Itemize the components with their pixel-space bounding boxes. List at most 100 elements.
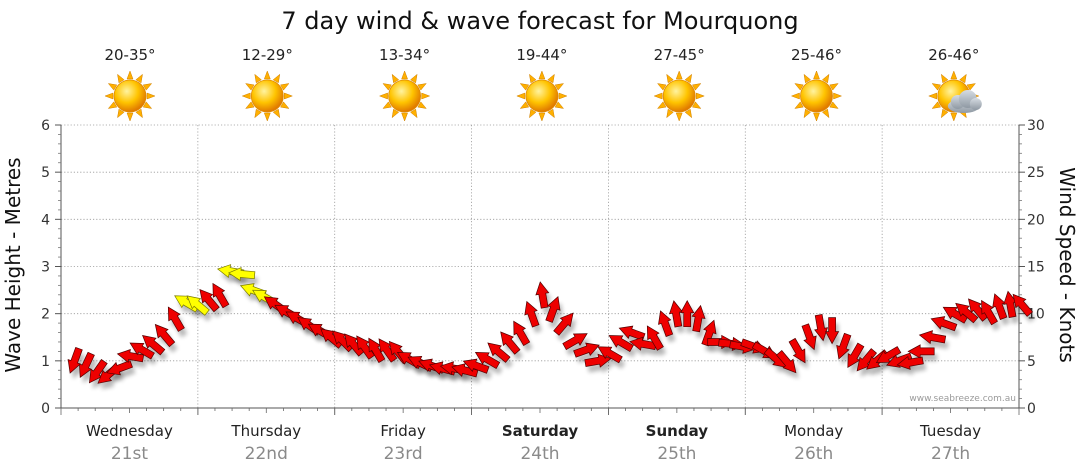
wind-arrow: [801, 323, 817, 351]
wind-arrow: [167, 306, 185, 332]
wind-arrow: [981, 299, 998, 326]
wind-arrow-shadow: [109, 366, 136, 381]
grid: [61, 124, 1019, 408]
wind-arrow: [608, 335, 634, 352]
wind-arrow: [930, 316, 958, 332]
sun-icon: [653, 70, 705, 122]
wind-arrow: [524, 300, 540, 328]
wind-arrow: [942, 306, 969, 324]
left-tick-label: 6: [41, 118, 50, 134]
wind-arrow: [968, 298, 989, 322]
right-tick-label: 15: [1027, 260, 1045, 276]
wind-arrow: [212, 282, 230, 309]
wind-arrow-shadow: [565, 339, 591, 356]
day-name-label: Wednesday: [86, 422, 173, 440]
wind-arrow: [545, 296, 561, 323]
right-axis-title: Wind Speed - Knots: [1055, 167, 1079, 363]
temp-range-label: 13-34°: [379, 46, 430, 64]
wind-arrow-shadow: [612, 341, 637, 358]
left-tick-label: 5: [41, 165, 50, 181]
left-tick-label: 2: [41, 307, 50, 323]
sun-icon: [104, 70, 156, 122]
right-tick-label: 20: [1027, 212, 1045, 228]
wind-arrows: [67, 264, 1033, 384]
wind-arrow-shadow: [601, 352, 626, 369]
offshore-wind-arrow: [227, 266, 256, 282]
wind-arrow: [142, 335, 166, 356]
wind-arrow: [1003, 290, 1018, 319]
credit-text: www.seabreeze.com.au: [909, 394, 1016, 404]
day-date-label: 21st: [111, 444, 148, 464]
day-date-label: 22nd: [245, 444, 288, 464]
wind-arrow: [918, 330, 947, 345]
day-date-label: 23rd: [384, 444, 423, 464]
wind-arrow: [629, 336, 657, 351]
wind-arrow: [836, 332, 852, 360]
wind-arrow: [344, 333, 365, 357]
left-tick-label: 0: [41, 401, 50, 417]
day-name-label: Saturday: [502, 422, 579, 440]
wind-arrow: [875, 346, 902, 363]
wind-arrow-shadow: [133, 349, 158, 365]
sun-icon: [790, 70, 843, 122]
left-tick-label: 3: [41, 260, 50, 276]
wind-arrow: [776, 350, 797, 374]
wind-arrow-shadow: [576, 349, 603, 364]
day-name-label: Sunday: [646, 422, 709, 440]
day-date-label: 25th: [657, 444, 696, 464]
temp-range-label: 26-46°: [928, 46, 979, 64]
wind-arrow: [896, 355, 924, 370]
sun-icon: [241, 70, 294, 122]
day-date-label: 26th: [794, 444, 833, 464]
wind-arrow: [573, 342, 600, 358]
wind-arrow: [535, 281, 550, 309]
wind-arrow: [474, 352, 501, 369]
right-tick-label: 30: [1027, 118, 1045, 134]
wind-arrow: [955, 302, 979, 324]
wind-arrow-shadow: [946, 313, 971, 330]
wind-arrow: [646, 325, 664, 351]
wind-arrow: [79, 351, 95, 378]
wind-arrow: [992, 293, 1008, 320]
wind-arrow: [788, 337, 806, 364]
day-name-label: Tuesday: [919, 422, 981, 440]
day-date-label: 24th: [520, 444, 559, 464]
wind-arrow: [597, 346, 623, 364]
wind-arrow: [825, 317, 840, 345]
wind-arrow: [562, 333, 588, 351]
offshore-wind-arrow: [186, 295, 210, 316]
left-tick-label: 4: [41, 212, 50, 228]
wind-arrow: [154, 323, 176, 348]
temp-range-label: 12-29°: [242, 46, 293, 64]
left-tick-label: 1: [41, 354, 50, 370]
day-name-label: Thursday: [230, 422, 301, 440]
wind-arrow: [668, 300, 683, 328]
temp-range-label: 19-44°: [516, 46, 567, 64]
chart-title: 7 day wind & wave forecast for Mourquong: [281, 7, 798, 35]
wind-arrow-shadow: [478, 358, 503, 375]
wind-arrow: [658, 310, 674, 337]
wind-arrow: [553, 312, 574, 336]
temp-range-label: 20-35°: [104, 46, 155, 64]
wind-arrow-shadow: [900, 362, 927, 376]
wind-arrow: [680, 299, 695, 328]
right-tick-label: 5: [1027, 354, 1036, 370]
wind-arrow: [1012, 293, 1033, 317]
day-name-label: Monday: [784, 422, 843, 440]
wind-arrow: [856, 348, 877, 372]
wind-arrow: [691, 304, 706, 333]
sun-icon: [516, 70, 568, 122]
wind-arrow-shadow: [556, 319, 577, 342]
wind-arrow: [67, 346, 83, 374]
day-name-label: Friday: [380, 422, 426, 440]
wind-arrow: [701, 319, 717, 347]
wind-arrow: [814, 313, 829, 342]
wind-arrow: [199, 289, 220, 313]
wind-arrow: [106, 360, 133, 376]
wind-arrow: [462, 358, 490, 374]
wind-arrow: [907, 344, 935, 359]
wind-arrow: [356, 335, 375, 360]
wind-arrow: [129, 342, 155, 360]
